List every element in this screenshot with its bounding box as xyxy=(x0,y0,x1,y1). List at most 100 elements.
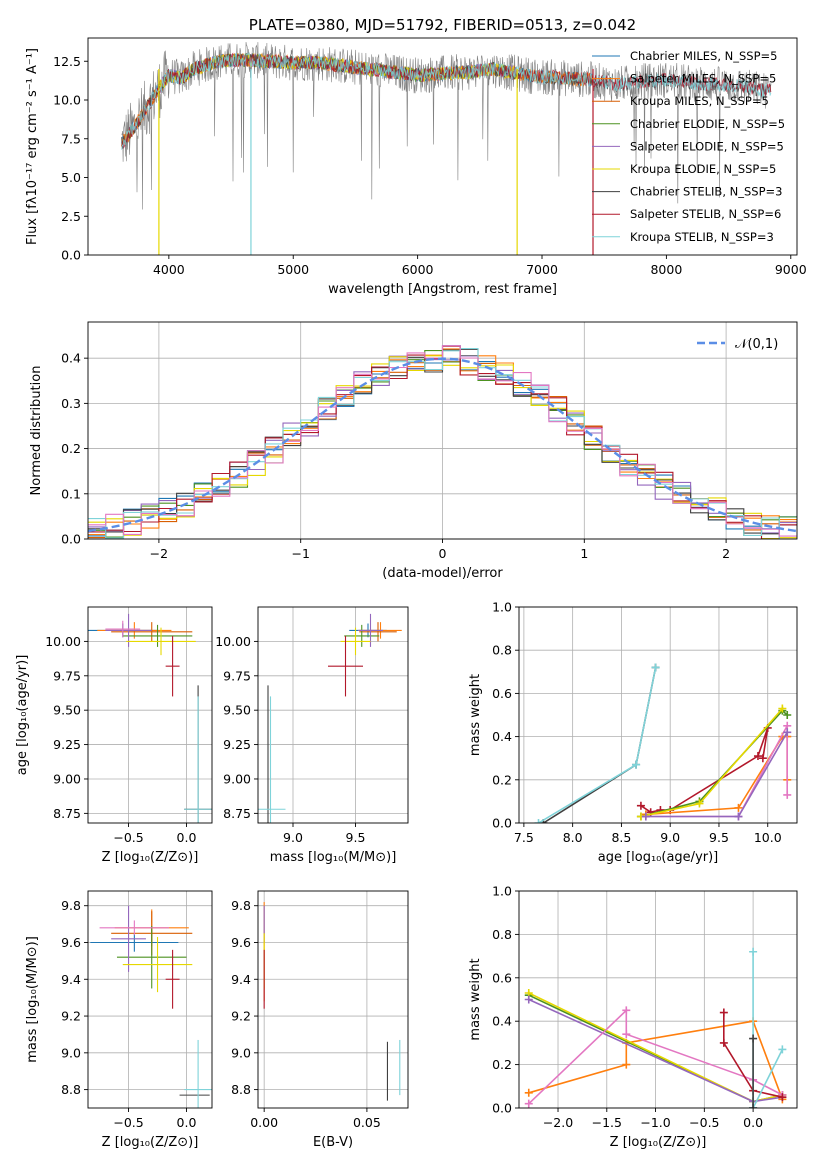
x-axis-label: wavelength [Angstrom, rest frame] xyxy=(328,282,557,297)
x-tick-label: 9.0 xyxy=(660,830,680,845)
x-tick-label: 0.00 xyxy=(250,1115,278,1130)
data-point xyxy=(719,1038,728,1047)
y-tick-label: 9.0 xyxy=(61,1045,81,1060)
series-kroupa-stelib xyxy=(534,663,660,823)
y-tick-label: 9.50 xyxy=(53,703,81,718)
legend-entry: Chabrier MILES, N_SSP=5 xyxy=(630,49,777,63)
legend: Chabrier MILES, N_SSP=5 Salpeter MILES, N… xyxy=(592,49,785,244)
y-tick-label: 9.00 xyxy=(223,771,251,786)
model-spectrum-salpeter-stelib xyxy=(121,52,772,149)
axes-residuals: −2 −1 0 1 2 0.0 0.1 0.2 0.3 0.4 (data-model)/error… xyxy=(29,321,798,581)
y-tick-label: 9.25 xyxy=(53,737,81,752)
data-point xyxy=(734,803,743,812)
spectrum-lines xyxy=(121,42,772,255)
y-axis-label: mass weight xyxy=(468,674,483,756)
x-tick-label: 8000 xyxy=(650,262,682,277)
histograms xyxy=(88,345,797,539)
error-bar-chabrier-elodie xyxy=(344,624,380,647)
error-bar-pink xyxy=(105,620,141,638)
axes-frame xyxy=(518,606,798,824)
error-bars xyxy=(258,613,402,823)
y-tick-label: 8.8 xyxy=(61,1082,81,1097)
data-point xyxy=(749,947,758,956)
axes-mass_vs_Z: −0.5 0.0 8.8 9.0 9.2 9.4 9.6 9.8 Z [log₁₀(Z/Z⊙)]… xyxy=(25,890,213,1150)
error-bar-kroupa-stelib xyxy=(258,696,286,823)
y-tick-label: 9.2 xyxy=(231,1009,251,1024)
y-axis-label: Normed distribution xyxy=(29,366,44,496)
x-tick-label: 7000 xyxy=(526,262,558,277)
axes-frame xyxy=(257,606,409,824)
error-bars xyxy=(88,613,212,823)
y-tick-label: 9.75 xyxy=(53,668,81,683)
error-bar-kroupa-stelib xyxy=(184,696,212,823)
y-tick-label: 9.00 xyxy=(53,771,81,786)
data-point xyxy=(778,1093,787,1102)
x-tick-label: 5000 xyxy=(277,262,309,277)
x-tick-label: 1 xyxy=(580,546,588,561)
y-tick-label: 0.6 xyxy=(492,686,512,701)
data-point xyxy=(778,1045,787,1054)
y-axis-label: mass weight xyxy=(468,958,483,1040)
data-point xyxy=(783,711,792,719)
y-tick-label: 9.6 xyxy=(231,935,251,950)
data-point xyxy=(651,663,660,672)
data-point xyxy=(524,1088,533,1097)
x-tick-label: −2 xyxy=(150,546,168,561)
y-tick-label: 9.75 xyxy=(223,668,251,683)
series-salpeter-stelib xyxy=(636,723,772,817)
mass-weight-lines xyxy=(524,947,787,1108)
error-bar-kroupa-miles xyxy=(111,622,193,642)
data-point xyxy=(734,812,743,821)
axes-frame xyxy=(87,321,798,540)
y-tick-label: 10.0 xyxy=(53,93,81,108)
y-tick-label: 0.8 xyxy=(492,927,512,942)
gridlines xyxy=(258,891,408,1108)
error-bar-salpeter-stelib xyxy=(165,949,180,1009)
data-point xyxy=(783,728,792,737)
error-bars xyxy=(90,905,212,1108)
series-line xyxy=(542,667,657,823)
data-point xyxy=(753,752,762,761)
x-tick-label: 2 xyxy=(722,546,730,561)
data-point xyxy=(758,754,767,763)
legend-entry: Salpeter MILES, N_SSP=5 xyxy=(630,72,776,86)
axes-frame xyxy=(257,890,409,1109)
error-bar-kroupa-elodie xyxy=(122,936,193,993)
x-tick-label: −0.5 xyxy=(113,830,143,845)
axes-mw_vs_Z: −2.0 −1.5 −1.0 −0.5 0.0 0.0 0.2 0.4 0.6 0.8 1.0 Z [… xyxy=(468,884,798,1150)
error-bar-chabrier-elodie xyxy=(122,624,193,647)
y-axis-label: Flux [fλ10⁻¹⁷ erg cm⁻² s⁻¹ A⁻¹] xyxy=(25,48,40,245)
data-point xyxy=(778,704,787,713)
y-tick-label: 8.8 xyxy=(231,1082,251,1097)
y-tick-label: 10.00 xyxy=(45,634,81,649)
axes-frame xyxy=(87,37,798,256)
axes-age_vs_Z: −0.5 0.0 8.75 9.00 9.25 9.50 9.75 10.00 Z [log₁₀… xyxy=(15,606,213,865)
y-tick-label: 9.8 xyxy=(231,898,251,913)
legend-entry: 𝒩(0,1) xyxy=(735,337,778,352)
y-tick-label: 9.25 xyxy=(223,737,251,752)
y-tick-label: 0.2 xyxy=(492,1057,512,1072)
y-tick-label: 9.50 xyxy=(223,703,251,718)
mass-weight-lines xyxy=(534,663,792,823)
y-tick-label: 7.5 xyxy=(61,131,81,146)
y-tick-label: 12.5 xyxy=(53,54,81,69)
gridlines xyxy=(258,607,408,823)
data-point xyxy=(641,812,650,821)
y-tick-label: 8.75 xyxy=(223,806,251,821)
axes-spectrum: 4000 5000 6000 7000 8000 9000 0.0 2.5 5.0 7.5 10.0… xyxy=(25,16,807,297)
series-line xyxy=(640,707,784,818)
x-tick-label: 9.5 xyxy=(346,830,366,845)
x-tick-label: 7.5 xyxy=(514,830,534,845)
data-point xyxy=(622,1006,631,1015)
data-point xyxy=(524,995,533,1004)
x-axis-label: Z [log₁₀(Z/Z⊙)] xyxy=(102,1135,199,1150)
error-bar-kroupa-stelib xyxy=(184,1039,212,1108)
y-tick-label: 8.75 xyxy=(53,806,81,821)
x-tick-label: 9000 xyxy=(775,262,807,277)
x-axis-label: E(B-V) xyxy=(313,1135,353,1150)
legend-entry: Kroupa ELODIE, N_SSP=5 xyxy=(630,162,776,176)
chart-title: PLATE=0380, MJD=51792, FIBERID=0513, z=0… xyxy=(249,16,636,34)
axes-mass_vs_EBV: 0.00 0.05 8.8 9.0 9.2 9.4 9.6 9.8 E(B-V) xyxy=(231,890,409,1150)
y-tick-label: 1.0 xyxy=(492,884,512,899)
legend-entry: Kroupa MILES, N_SSP=5 xyxy=(630,94,769,108)
